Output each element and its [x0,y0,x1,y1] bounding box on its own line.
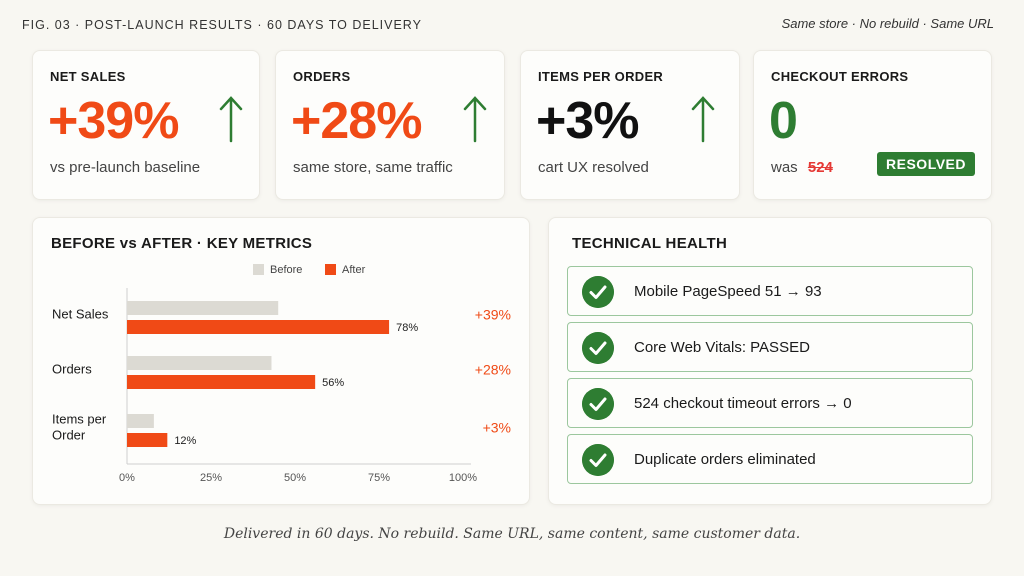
bar-after [127,375,316,389]
kpi-label: ORDERS [293,69,351,84]
x-tick-label: 0% [119,472,135,484]
health-item-text: Mobile PageSpeed 51 → 93 [634,283,822,300]
bar-after [127,320,390,334]
bar-before [127,356,272,370]
health-item-text: Core Web Vitals: PASSED [634,339,810,356]
legend-swatch [253,264,264,275]
up-arrow-icon [463,96,487,143]
kpi-value: +3% [536,92,640,150]
legend-label: Before [270,264,302,276]
check-circle-icon [582,332,614,364]
health-item-text: Duplicate orders eliminated [634,451,816,468]
delta-label: +39% [475,307,511,323]
delta-label: +3% [483,420,511,436]
previous-error-count: 524 [807,159,833,176]
x-tick-label: 100% [449,472,477,484]
legend-swatch [325,264,336,275]
health-panel: TECHNICAL HEALTH Mobile PageSpeed 51 → 9… [548,217,992,505]
bar-before [127,301,279,315]
kpi-card-orders: ORDERS +28% same store, same traffic [275,50,505,200]
bar-value-label: 56% [322,377,344,389]
tagline: Same store · No rebuild · Same URL [781,16,994,31]
bar-before [127,414,154,428]
x-tick-label: 25% [200,472,222,484]
category-label: Orders [52,362,92,377]
delta-label: +28% [475,362,511,378]
resolved-badge: RESOLVED [877,152,975,176]
kpi-card-items-per-order: ITEMS PER ORDER +3% cart UX resolved [520,50,740,200]
x-tick-label: 75% [368,472,390,484]
x-tick-label: 50% [284,472,306,484]
bar-value-label: 12% [174,435,196,447]
health-item: Duplicate orders eliminated [567,434,973,484]
was-label: was [771,159,798,176]
metrics-chart: 0% 25% 50% 75% 100% Before After 78% Net Sales +3… [52,264,511,484]
kpi-value: +39% [48,92,179,150]
legend-label: After [342,264,366,276]
kpi-value: +28% [291,92,422,150]
up-arrow-icon [219,96,243,143]
kpi-sub: same store, same traffic [293,159,453,176]
metrics-panel: BEFORE vs AFTER · KEY METRICS 0% 25% 50% 75… [32,217,530,505]
kpi-value: 0 [769,92,798,150]
kpi-sub: cart UX resolved [538,159,649,176]
figure-label: FIG. 03 · POST-LAUNCH RESULTS · 60 DAYS … [22,18,422,32]
kpi-card-checkout-errors: CHECKOUT ERRORS 0 was 524 RESOLVED [753,50,992,200]
up-arrow-icon [691,96,715,143]
kpi-card-net-sales: NET SALES +39% vs pre-launch baseline [32,50,260,200]
kpi-sub: was 524 [771,159,833,176]
bar-value-label: 78% [396,322,418,334]
health-item-text: 524 checkout timeout errors → 0 [634,395,852,412]
kpi-label: CHECKOUT ERRORS [771,69,909,84]
bar-after [127,433,168,447]
kpi-sub: vs pre-launch baseline [50,159,201,176]
kpi-label: NET SALES [50,69,126,84]
health-item: Mobile PageSpeed 51 → 93 [567,266,973,316]
category-label: Net Sales [52,307,109,322]
kpi-label: ITEMS PER ORDER [538,69,664,84]
check-circle-icon [582,444,614,476]
category-label: Items per [52,412,107,427]
health-item: 524 checkout timeout errors → 0 [567,378,973,428]
metrics-panel-title: BEFORE vs AFTER · KEY METRICS [51,235,313,252]
check-circle-icon [582,388,614,420]
footer-caption: Delivered in 60 days. No rebuild. Same U… [223,526,801,542]
health-item: Core Web Vitals: PASSED [567,322,973,372]
health-panel-title: TECHNICAL HEALTH [572,235,728,252]
category-label: Order [52,428,86,443]
check-circle-icon [582,276,614,308]
